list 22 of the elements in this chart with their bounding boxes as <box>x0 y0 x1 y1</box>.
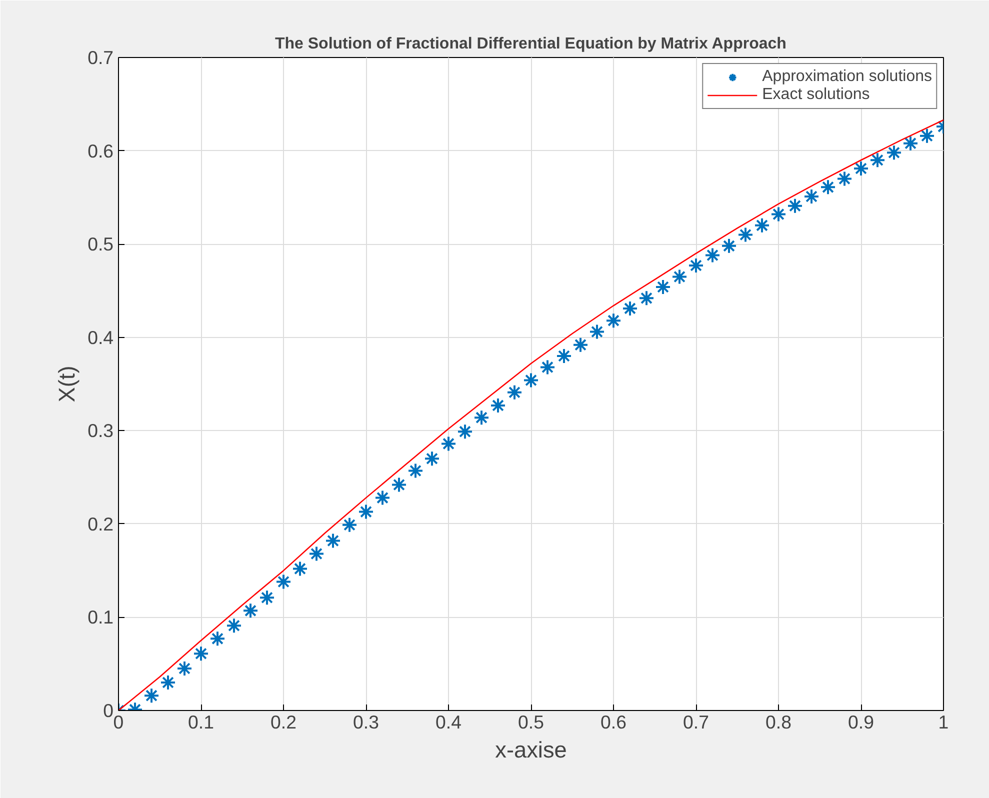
chart-title: The Solution of Fractional Differential Equation by Matrix Approach <box>274 36 786 52</box>
legend-label: Approximation solutions <box>762 68 932 86</box>
y-axis-title: X(t) <box>54 366 80 402</box>
x-tick-label: 0.5 <box>518 712 544 732</box>
y-tick-label: 0.6 <box>88 140 114 162</box>
x-tick-label: 0.1 <box>188 712 214 732</box>
x-tick-label: 0.2 <box>270 712 296 732</box>
x-tick-label: 0.8 <box>766 712 792 732</box>
y-tick-label: 0.2 <box>88 513 114 534</box>
legend-label: Exact solutions <box>762 86 870 104</box>
x-tick-label: 0.3 <box>353 712 379 732</box>
x-tick-label: 0.7 <box>683 712 709 732</box>
x-tick-label: 1 <box>938 712 949 732</box>
x-tick-label: 0.4 <box>436 712 462 732</box>
y-tick-label: 0.3 <box>88 420 114 442</box>
y-tick-label: 0.4 <box>88 326 114 348</box>
y-tick-label: 0.5 <box>88 234 114 255</box>
y-tick-label: 0.7 <box>88 47 114 68</box>
x-axis-title: x-axise <box>495 736 567 762</box>
x-tick-label: 0.9 <box>848 712 874 732</box>
x-tick-label: 0.6 <box>600 712 626 732</box>
y-tick-label: 0.1 <box>88 606 114 628</box>
